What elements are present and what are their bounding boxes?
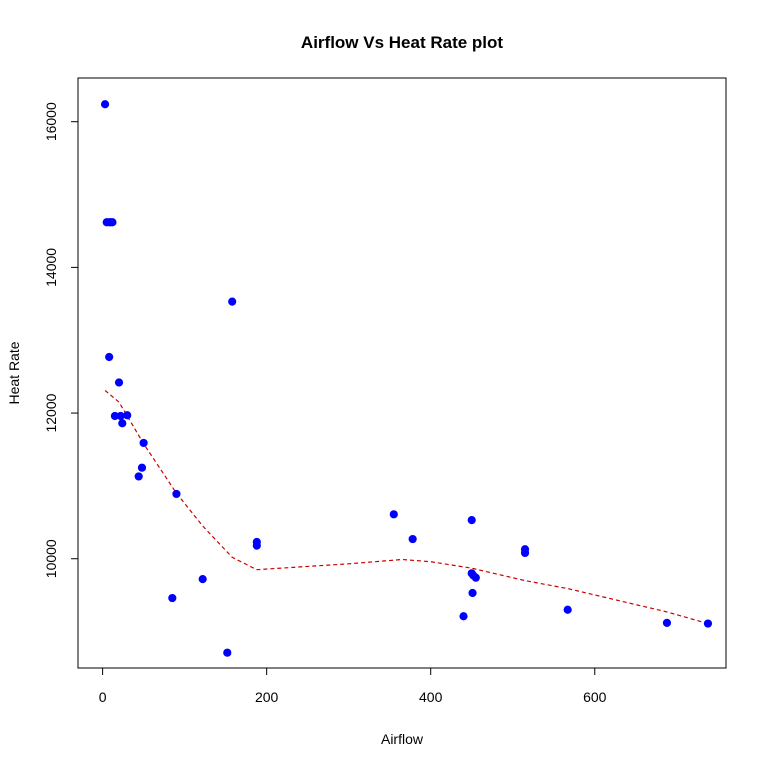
data-point [408, 534, 417, 544]
x-tick-label: 400 [419, 689, 443, 705]
y-tick-label: 12000 [43, 393, 59, 432]
data-point [118, 419, 127, 428]
data-point [662, 618, 672, 627]
data-point [520, 548, 530, 558]
data-point [228, 297, 237, 306]
data-point [198, 575, 207, 584]
data-point [703, 619, 713, 628]
data-point [137, 463, 147, 472]
data-point [563, 605, 572, 614]
y-axis-label: Heat Rate [6, 341, 22, 404]
data-point [471, 573, 480, 582]
data-point [114, 378, 124, 387]
data-point [105, 352, 114, 362]
x-axis-label: Airflow [381, 731, 424, 747]
plot-frame [77, 77, 727, 669]
data-point [389, 510, 398, 519]
data-point [459, 612, 468, 621]
data-point [134, 472, 143, 481]
x-axis: 0 200 400 600 [99, 667, 607, 705]
trend-layer [104, 390, 709, 625]
y-axis: 10000 12000 14000 16000 [43, 102, 79, 578]
x-tick-label: 200 [255, 689, 279, 705]
data-point [100, 100, 110, 109]
data-point [123, 411, 132, 420]
data-point [468, 588, 477, 598]
y-tick-label: 10000 [43, 539, 59, 578]
points-layer [100, 100, 713, 657]
data-point [467, 516, 476, 525]
data-point [108, 218, 117, 227]
data-point [139, 438, 148, 448]
data-point [168, 593, 177, 603]
data-point [116, 411, 125, 421]
y-tick-label: 14000 [43, 248, 59, 287]
data-point [223, 648, 232, 657]
x-tick-label: 600 [583, 689, 607, 705]
data-point [252, 541, 261, 550]
y-tick-label: 16000 [43, 102, 59, 141]
chart-title: Airflow Vs Heat Rate plot [301, 33, 503, 52]
x-tick-label: 0 [99, 689, 107, 705]
data-point [172, 489, 181, 499]
trend-line [104, 390, 709, 625]
